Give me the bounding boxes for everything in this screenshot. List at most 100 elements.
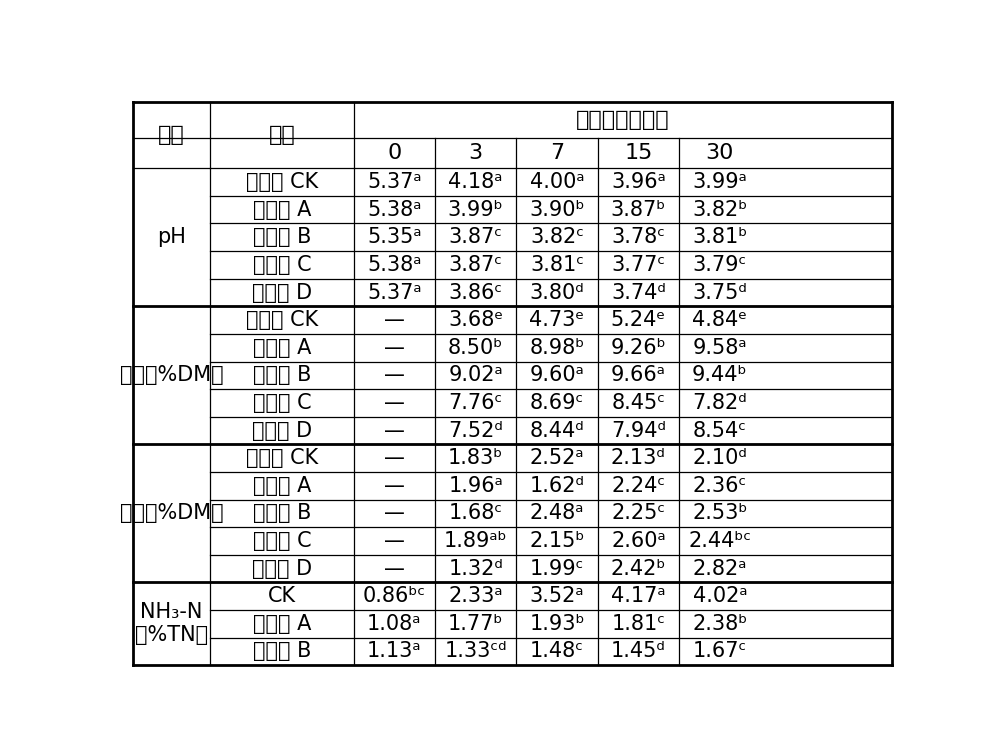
Text: 2.38ᵇ: 2.38ᵇ [692, 614, 747, 634]
Text: 7.76ᶜ: 7.76ᶜ [449, 393, 503, 413]
Text: 2.48ᵃ: 2.48ᵃ [530, 504, 584, 523]
Text: 组别: 组别 [269, 125, 295, 146]
Text: 4.17ᵃ: 4.17ᵃ [611, 586, 666, 606]
Text: 5.38ᵃ: 5.38ᵃ [367, 255, 422, 275]
Text: 3.52ᵃ: 3.52ᵃ [530, 586, 584, 606]
Text: 8.50ᵇ: 8.50ᵇ [448, 338, 503, 357]
Text: pH: pH [157, 227, 186, 247]
Text: 8.98ᵇ: 8.98ᵇ [529, 338, 585, 357]
Text: 1.81ᶜ: 1.81ᶜ [611, 614, 665, 634]
Text: 2.25ᶜ: 2.25ᶜ [611, 504, 666, 523]
Text: 乙酸（%DM）: 乙酸（%DM） [120, 504, 223, 523]
Text: 2.52ᵃ: 2.52ᵃ [530, 448, 584, 468]
Text: —: — [384, 310, 405, 330]
Text: 4.84ᵉ: 4.84ᵉ [692, 310, 747, 330]
Text: 4.00ᵃ: 4.00ᵃ [530, 172, 584, 192]
Text: 5.24ᵉ: 5.24ᵉ [611, 310, 666, 330]
Text: 实验组 D: 实验组 D [252, 283, 312, 302]
Text: 实验组 B: 实验组 B [253, 504, 311, 523]
Text: 3.68ᵉ: 3.68ᵉ [448, 310, 503, 330]
Text: 3.90ᵇ: 3.90ᵇ [529, 200, 585, 219]
Text: 1.99ᶜ: 1.99ᶜ [530, 559, 584, 578]
Text: 5.35ᵃ: 5.35ᵃ [367, 227, 422, 247]
Text: 实验组 B: 实验组 B [253, 642, 311, 661]
Text: 对照组 CK: 对照组 CK [246, 448, 318, 468]
Text: 3.82ᶜ: 3.82ᶜ [530, 227, 584, 247]
Text: 1.62ᵈ: 1.62ᵈ [530, 476, 585, 496]
Text: 2.24ᶜ: 2.24ᶜ [611, 476, 666, 496]
Text: 1.68ᶜ: 1.68ᶜ [449, 504, 503, 523]
Text: 0: 0 [387, 143, 401, 163]
Text: —: — [384, 531, 405, 551]
Text: 2.42ᵇ: 2.42ᵇ [611, 559, 666, 578]
Text: 3.96ᵃ: 3.96ᵃ [611, 172, 666, 192]
Text: 实验组 A: 实验组 A [253, 200, 311, 219]
Text: NH₃-N
（%TN）: NH₃-N （%TN） [135, 602, 208, 645]
Text: 5.37ᵃ: 5.37ᵃ [367, 172, 422, 192]
Text: 实验组 C: 实验组 C [253, 255, 311, 275]
Text: 2.10ᵈ: 2.10ᵈ [692, 448, 747, 468]
Text: 2.13ᵈ: 2.13ᵈ [611, 448, 666, 468]
Text: 9.44ᵇ: 9.44ᵇ [692, 366, 748, 385]
Text: 3.75ᵈ: 3.75ᵈ [692, 283, 747, 302]
Text: 实验组 D: 实验组 D [252, 421, 312, 440]
Text: CK: CK [268, 586, 296, 606]
Text: —: — [384, 421, 405, 440]
Text: —: — [384, 338, 405, 357]
Text: 2.53ᵇ: 2.53ᵇ [692, 504, 748, 523]
Text: 实验组 B: 实验组 B [253, 366, 311, 385]
Text: 15: 15 [624, 143, 653, 163]
Text: 3.81ᵇ: 3.81ᵇ [692, 227, 747, 247]
Text: 3.87ᵇ: 3.87ᵇ [611, 200, 666, 219]
Text: 实验组 C: 实验组 C [253, 393, 311, 413]
Text: 2.82ᵃ: 2.82ᵃ [693, 559, 747, 578]
Text: 3: 3 [469, 143, 483, 163]
Text: 7.94ᵈ: 7.94ᵈ [611, 421, 666, 440]
Text: 7: 7 [550, 143, 564, 163]
Text: 1.89ᵃᵇ: 1.89ᵃᵇ [444, 531, 507, 551]
Text: 5.37ᵃ: 5.37ᵃ [367, 283, 422, 302]
Text: 3.80ᵈ: 3.80ᵈ [530, 283, 584, 302]
Text: 1.45ᵈ: 1.45ᵈ [611, 642, 666, 661]
Text: 30: 30 [706, 143, 734, 163]
Text: 1.93ᵇ: 1.93ᵇ [529, 614, 585, 634]
Text: 1.08ᵃ: 1.08ᵃ [367, 614, 422, 634]
Text: 实验组 A: 实验组 A [253, 614, 311, 634]
Text: 1.13ᵃ: 1.13ᵃ [367, 642, 422, 661]
Text: 1.33ᶜᵈ: 1.33ᶜᵈ [444, 642, 507, 661]
Text: 3.99ᵃ: 3.99ᵃ [692, 172, 747, 192]
Text: —: — [384, 559, 405, 578]
Text: 3.99ᵇ: 3.99ᵇ [448, 200, 503, 219]
Text: 3.79ᶜ: 3.79ᶜ [693, 255, 747, 275]
Text: 5.38ᵃ: 5.38ᵃ [367, 200, 422, 219]
Text: —: — [384, 504, 405, 523]
Text: 1.96ᵃ: 1.96ᵃ [448, 476, 503, 496]
Text: 7.82ᵈ: 7.82ᵈ [692, 393, 747, 413]
Text: 1.32ᵈ: 1.32ᵈ [448, 559, 503, 578]
Text: 青贮时间（天）: 青贮时间（天） [576, 110, 670, 130]
Text: 2.36ᶜ: 2.36ᶜ [693, 476, 747, 496]
Text: 8.45ᶜ: 8.45ᶜ [611, 393, 665, 413]
Text: 3.87ᶜ: 3.87ᶜ [449, 227, 503, 247]
Text: 2.33ᵃ: 2.33ᵃ [448, 586, 503, 606]
Text: 8.44ᵈ: 8.44ᵈ [530, 421, 584, 440]
Text: 9.66ᵃ: 9.66ᵃ [611, 366, 666, 385]
Text: 8.54ᶜ: 8.54ᶜ [693, 421, 747, 440]
Text: 9.02ᵃ: 9.02ᵃ [448, 366, 503, 385]
Text: 对照组 CK: 对照组 CK [246, 310, 318, 330]
Text: 3.86ᶜ: 3.86ᶜ [449, 283, 503, 302]
Text: 2.15ᵇ: 2.15ᵇ [529, 531, 585, 551]
Text: 实验组 B: 实验组 B [253, 227, 311, 247]
Text: 9.26ᵇ: 9.26ᵇ [611, 338, 666, 357]
Text: 实验组 A: 实验组 A [253, 338, 311, 357]
Text: 对照组 CK: 对照组 CK [246, 172, 318, 192]
Text: 3.78ᶜ: 3.78ᶜ [611, 227, 665, 247]
Text: 1.48ᶜ: 1.48ᶜ [530, 642, 584, 661]
Text: —: — [384, 393, 405, 413]
Text: 9.58ᵃ: 9.58ᵃ [693, 338, 747, 357]
Text: 1.67ᶜ: 1.67ᶜ [693, 642, 747, 661]
Text: 4.02ᵃ: 4.02ᵃ [693, 586, 747, 606]
Text: 3.87ᶜ: 3.87ᶜ [449, 255, 503, 275]
Text: 1.83ᵇ: 1.83ᵇ [448, 448, 503, 468]
Text: 2.44ᵇᶜ: 2.44ᵇᶜ [688, 531, 751, 551]
